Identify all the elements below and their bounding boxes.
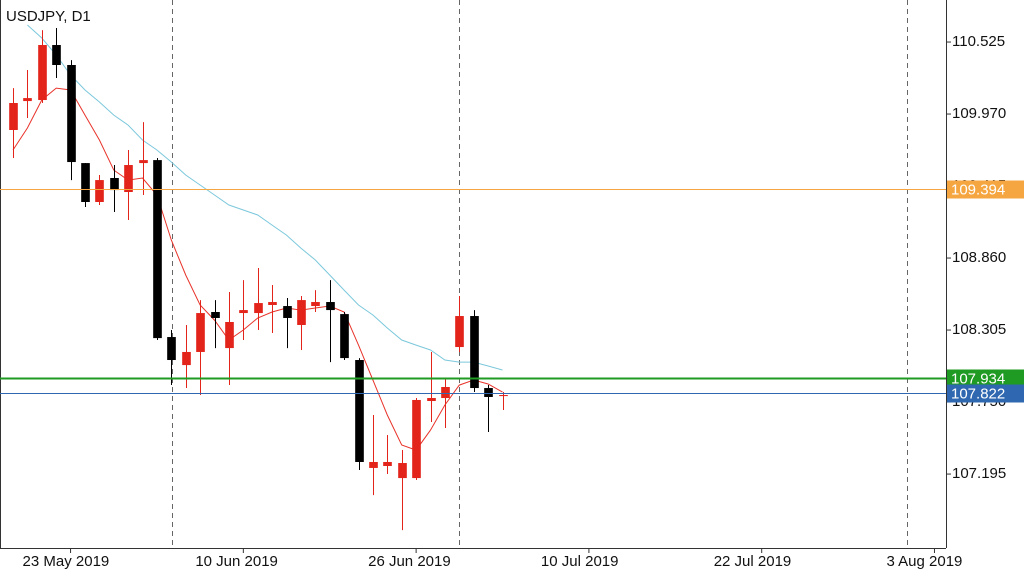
x-tick-label: 10 Jul 2019 bbox=[541, 553, 619, 570]
candle-body bbox=[499, 395, 508, 397]
candle-body bbox=[9, 103, 18, 130]
chart-title: USDJPY, D1 bbox=[6, 8, 91, 25]
candle-body bbox=[340, 314, 349, 359]
candle-body bbox=[441, 386, 450, 399]
y-tick-label: 107.195 bbox=[952, 465, 1006, 482]
level-tag bbox=[947, 384, 1024, 403]
y-tick-label: 109.970 bbox=[952, 105, 1006, 122]
period-separators bbox=[172, 0, 908, 548]
ma-line bbox=[12, 87, 503, 451]
candle-body bbox=[369, 461, 378, 468]
candle-body bbox=[110, 177, 119, 191]
candle-body bbox=[455, 316, 464, 348]
candle-body bbox=[38, 45, 47, 101]
candle-body bbox=[283, 306, 292, 318]
x-tick-label: 22 Jul 2019 bbox=[714, 553, 792, 570]
candle-body bbox=[182, 351, 191, 366]
candle-body bbox=[196, 313, 205, 352]
candle-body bbox=[398, 463, 407, 479]
candle-body bbox=[23, 98, 32, 102]
candle-body bbox=[225, 322, 234, 349]
level-tag-label: 107.822 bbox=[951, 385, 1005, 402]
y-tick-label: 108.860 bbox=[952, 249, 1006, 266]
level-tag bbox=[947, 369, 1024, 388]
candle-body bbox=[484, 388, 493, 397]
candles bbox=[9, 28, 508, 531]
candle-body bbox=[167, 337, 176, 361]
candle-body bbox=[268, 302, 277, 306]
candle-body bbox=[139, 160, 148, 164]
x-tick-label: 23 May 2019 bbox=[23, 553, 110, 570]
candle-body bbox=[311, 302, 320, 307]
x-tick-label: 26 Jun 2019 bbox=[368, 553, 451, 570]
candle-body bbox=[95, 180, 104, 202]
x-tick-label: 10 Jun 2019 bbox=[195, 553, 278, 570]
candle-body bbox=[124, 165, 133, 193]
candle-body bbox=[326, 302, 335, 311]
level-tag-label: 109.394 bbox=[951, 181, 1005, 198]
ma-line bbox=[27, 24, 503, 371]
candle-body bbox=[52, 45, 61, 65]
level-tag bbox=[947, 180, 1024, 199]
candle-body bbox=[412, 399, 421, 479]
y-tick-label: 108.305 bbox=[952, 321, 1006, 338]
candle-body bbox=[153, 160, 162, 339]
y-tick-label: 110.525 bbox=[952, 33, 1005, 50]
candle-body bbox=[297, 300, 306, 325]
candle-body bbox=[211, 312, 220, 318]
candle-body bbox=[470, 316, 479, 389]
level-tag-label: 107.934 bbox=[951, 370, 1005, 387]
candle-body bbox=[254, 303, 263, 314]
candle-body bbox=[355, 360, 364, 462]
candle-body bbox=[383, 461, 392, 467]
candle-body bbox=[67, 64, 76, 163]
x-tick-label: 3 Aug 2019 bbox=[886, 553, 962, 570]
candle-body bbox=[239, 310, 248, 314]
candle-body bbox=[81, 163, 90, 202]
candle-body bbox=[427, 398, 436, 402]
